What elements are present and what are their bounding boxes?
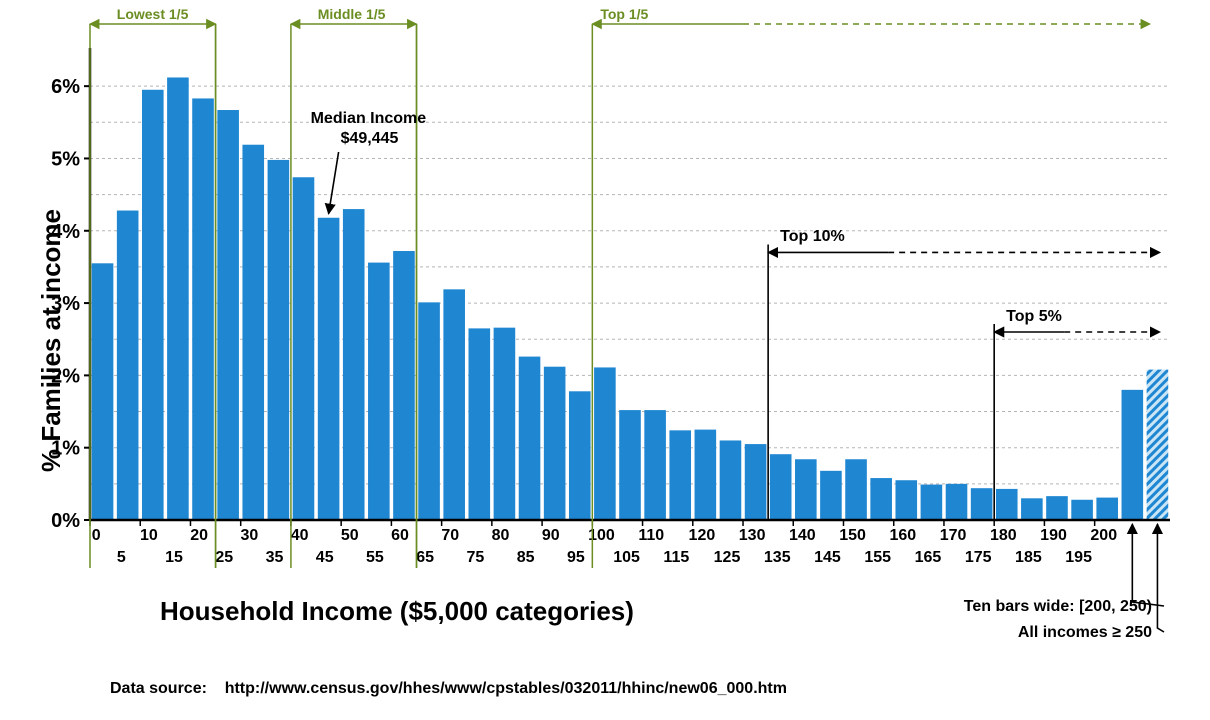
svg-text:30: 30 (240, 527, 258, 544)
svg-text:200: 200 (1090, 527, 1117, 544)
x-axis-label: Household Income ($5,000 categories) (160, 596, 634, 627)
quintile-label-middle: Middle 1/5 (318, 6, 386, 22)
svg-text:85: 85 (517, 549, 535, 566)
svg-text:45: 45 (316, 549, 334, 566)
svg-text:185: 185 (1015, 549, 1042, 566)
right-note-200-250: Ten bars wide: [200, 250) (964, 598, 1152, 616)
svg-text:6%: 6% (51, 76, 80, 98)
source-prefix: Data source: (110, 680, 207, 697)
svg-text:40: 40 (291, 527, 309, 544)
svg-text:75: 75 (467, 549, 485, 566)
svg-text:180: 180 (990, 527, 1017, 544)
svg-text:15: 15 (165, 549, 183, 566)
svg-text:190: 190 (1040, 527, 1067, 544)
svg-text:5%: 5% (51, 148, 80, 170)
svg-text:120: 120 (689, 527, 716, 544)
chart-container: 0%1%2%3%4%5%6%01020304050607080901001101… (0, 0, 1210, 720)
median-label-line2: $49,445 (341, 130, 399, 148)
svg-text:25: 25 (215, 549, 233, 566)
svg-text:90: 90 (542, 527, 560, 544)
svg-text:160: 160 (889, 527, 916, 544)
svg-text:175: 175 (965, 549, 992, 566)
svg-text:55: 55 (366, 549, 384, 566)
y-axis-label: % Families at income (36, 209, 67, 472)
svg-text:80: 80 (492, 527, 510, 544)
top10-label: Top 10% (780, 228, 845, 246)
svg-text:195: 195 (1065, 549, 1092, 566)
svg-text:20: 20 (190, 527, 208, 544)
svg-text:170: 170 (940, 527, 967, 544)
svg-text:70: 70 (441, 527, 459, 544)
svg-text:5: 5 (117, 549, 126, 566)
svg-text:110: 110 (638, 527, 664, 544)
svg-text:10: 10 (140, 527, 158, 544)
right-note-ge-250: All incomes ≥ 250 (1018, 624, 1152, 642)
svg-text:145: 145 (814, 549, 841, 566)
quintile-label-top: Top 1/5 (600, 6, 648, 22)
svg-text:140: 140 (789, 527, 816, 544)
svg-text:50: 50 (341, 527, 359, 544)
svg-text:0%: 0% (51, 510, 80, 532)
svg-text:165: 165 (915, 549, 942, 566)
svg-text:0: 0 (92, 527, 101, 544)
svg-text:130: 130 (739, 527, 766, 544)
svg-text:125: 125 (714, 549, 741, 566)
svg-text:60: 60 (391, 527, 409, 544)
svg-text:150: 150 (839, 527, 866, 544)
svg-text:95: 95 (567, 549, 585, 566)
quintile-label-lowest: Lowest 1/5 (117, 6, 189, 22)
top5-label: Top 5% (1006, 308, 1062, 326)
svg-text:65: 65 (416, 549, 434, 566)
svg-text:115: 115 (663, 549, 689, 566)
data-source: Data source: http://www.census.gov/hhes/… (110, 680, 787, 698)
svg-text:135: 135 (764, 549, 791, 566)
svg-text:105: 105 (613, 549, 640, 566)
svg-text:155: 155 (864, 549, 891, 566)
source-url: http://www.census.gov/hhes/www/cpstables… (225, 680, 787, 697)
svg-text:35: 35 (266, 549, 284, 566)
median-label-line1: Median Income (311, 110, 427, 128)
